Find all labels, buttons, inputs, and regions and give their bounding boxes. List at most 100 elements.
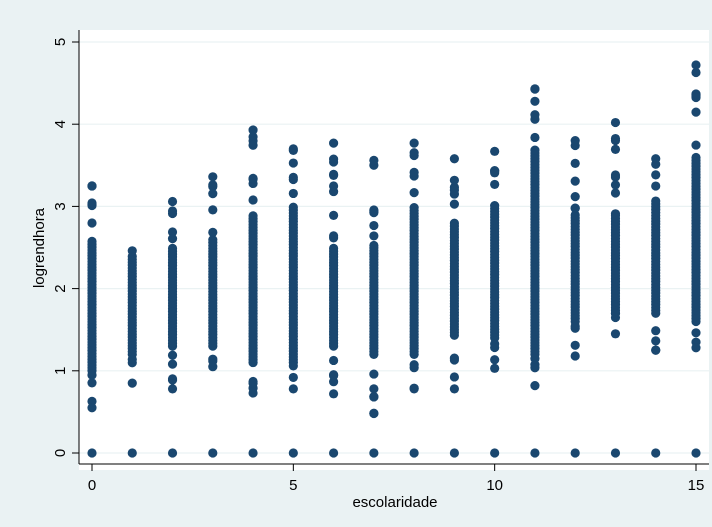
data-point — [329, 233, 339, 243]
data-point — [490, 363, 500, 373]
data-point — [409, 148, 419, 158]
data-point — [288, 188, 298, 199]
data-point — [87, 181, 97, 191]
data-point — [329, 181, 339, 191]
data-point — [167, 206, 178, 216]
data-point — [369, 408, 379, 419]
data-point — [167, 359, 178, 369]
data-point — [248, 376, 258, 387]
data-point — [449, 199, 459, 209]
data-point — [127, 448, 137, 458]
data-point — [449, 353, 459, 363]
data-point — [288, 202, 298, 212]
x-tick-label: 15 — [688, 477, 705, 494]
data-point — [127, 378, 137, 388]
data-point — [651, 326, 661, 336]
data-point — [651, 154, 661, 164]
data-point — [87, 403, 97, 413]
data-point — [87, 448, 97, 458]
data-point — [167, 375, 178, 385]
data-point — [691, 89, 701, 99]
data-point — [490, 342, 500, 353]
data-point — [208, 227, 218, 237]
data-point — [570, 448, 580, 458]
data-point — [691, 140, 701, 150]
data-point — [530, 96, 540, 106]
plot-area — [79, 30, 709, 470]
data-point — [208, 188, 218, 199]
data-point — [570, 210, 580, 220]
data-point — [329, 243, 339, 253]
data-point — [248, 140, 258, 150]
data-point — [409, 384, 419, 394]
data-point — [409, 167, 419, 177]
x-tick-label: 10 — [486, 477, 503, 494]
data-point — [490, 201, 500, 211]
x-axis-title: escolaridade — [352, 494, 437, 511]
data-point — [490, 179, 500, 190]
data-point — [329, 370, 339, 381]
data-point — [329, 448, 339, 458]
data-point — [409, 360, 419, 370]
data-point — [610, 308, 621, 318]
data-point — [369, 220, 379, 231]
data-point — [610, 117, 621, 128]
data-point — [208, 448, 218, 458]
y-tick-label: 5 — [52, 38, 69, 46]
data-point — [248, 195, 258, 205]
data-point — [369, 369, 379, 379]
data-point — [449, 185, 459, 195]
data-point — [87, 218, 97, 228]
data-point — [127, 246, 137, 256]
data-point — [570, 192, 580, 202]
data-point — [409, 203, 419, 213]
data-point — [87, 396, 97, 407]
data-point — [369, 392, 379, 402]
data-point — [570, 203, 580, 213]
data-point — [288, 448, 298, 458]
data-point — [329, 170, 339, 180]
data-point — [691, 107, 701, 117]
data-point — [167, 243, 178, 253]
data-point — [490, 166, 500, 176]
data-point — [369, 231, 379, 241]
data-point — [610, 170, 621, 180]
data-point — [409, 448, 419, 458]
data-point — [610, 180, 621, 190]
axes — [72, 30, 709, 471]
data-point — [691, 343, 701, 353]
data-point — [651, 181, 661, 191]
data-point — [530, 354, 540, 364]
data-point — [449, 448, 459, 458]
y-axis-title: logrendhora — [31, 207, 48, 288]
data-point — [248, 211, 258, 221]
y-tick-label: 2 — [52, 284, 69, 292]
data-point — [369, 384, 379, 394]
data-point — [369, 205, 379, 215]
y-tick-label: 1 — [52, 367, 69, 375]
gridlines — [79, 41, 709, 454]
data-point — [570, 351, 580, 361]
data-point — [248, 173, 258, 183]
data-point — [610, 448, 621, 458]
data-point — [651, 170, 661, 180]
data-point — [409, 138, 419, 148]
data-point — [369, 155, 379, 165]
data-point — [167, 384, 178, 394]
data-point — [570, 158, 580, 168]
data-point — [369, 448, 379, 458]
data-point — [329, 138, 339, 148]
data-point — [409, 188, 419, 198]
data-point — [490, 146, 500, 156]
data-point — [610, 329, 621, 339]
data-point — [530, 110, 540, 120]
data-point — [87, 378, 97, 388]
data-point — [167, 196, 178, 207]
data-point — [610, 133, 621, 144]
y-tick-label: 0 — [52, 449, 69, 457]
data-point — [329, 210, 339, 220]
data-point — [167, 234, 178, 244]
data-point — [208, 362, 218, 372]
data-point — [610, 188, 621, 198]
